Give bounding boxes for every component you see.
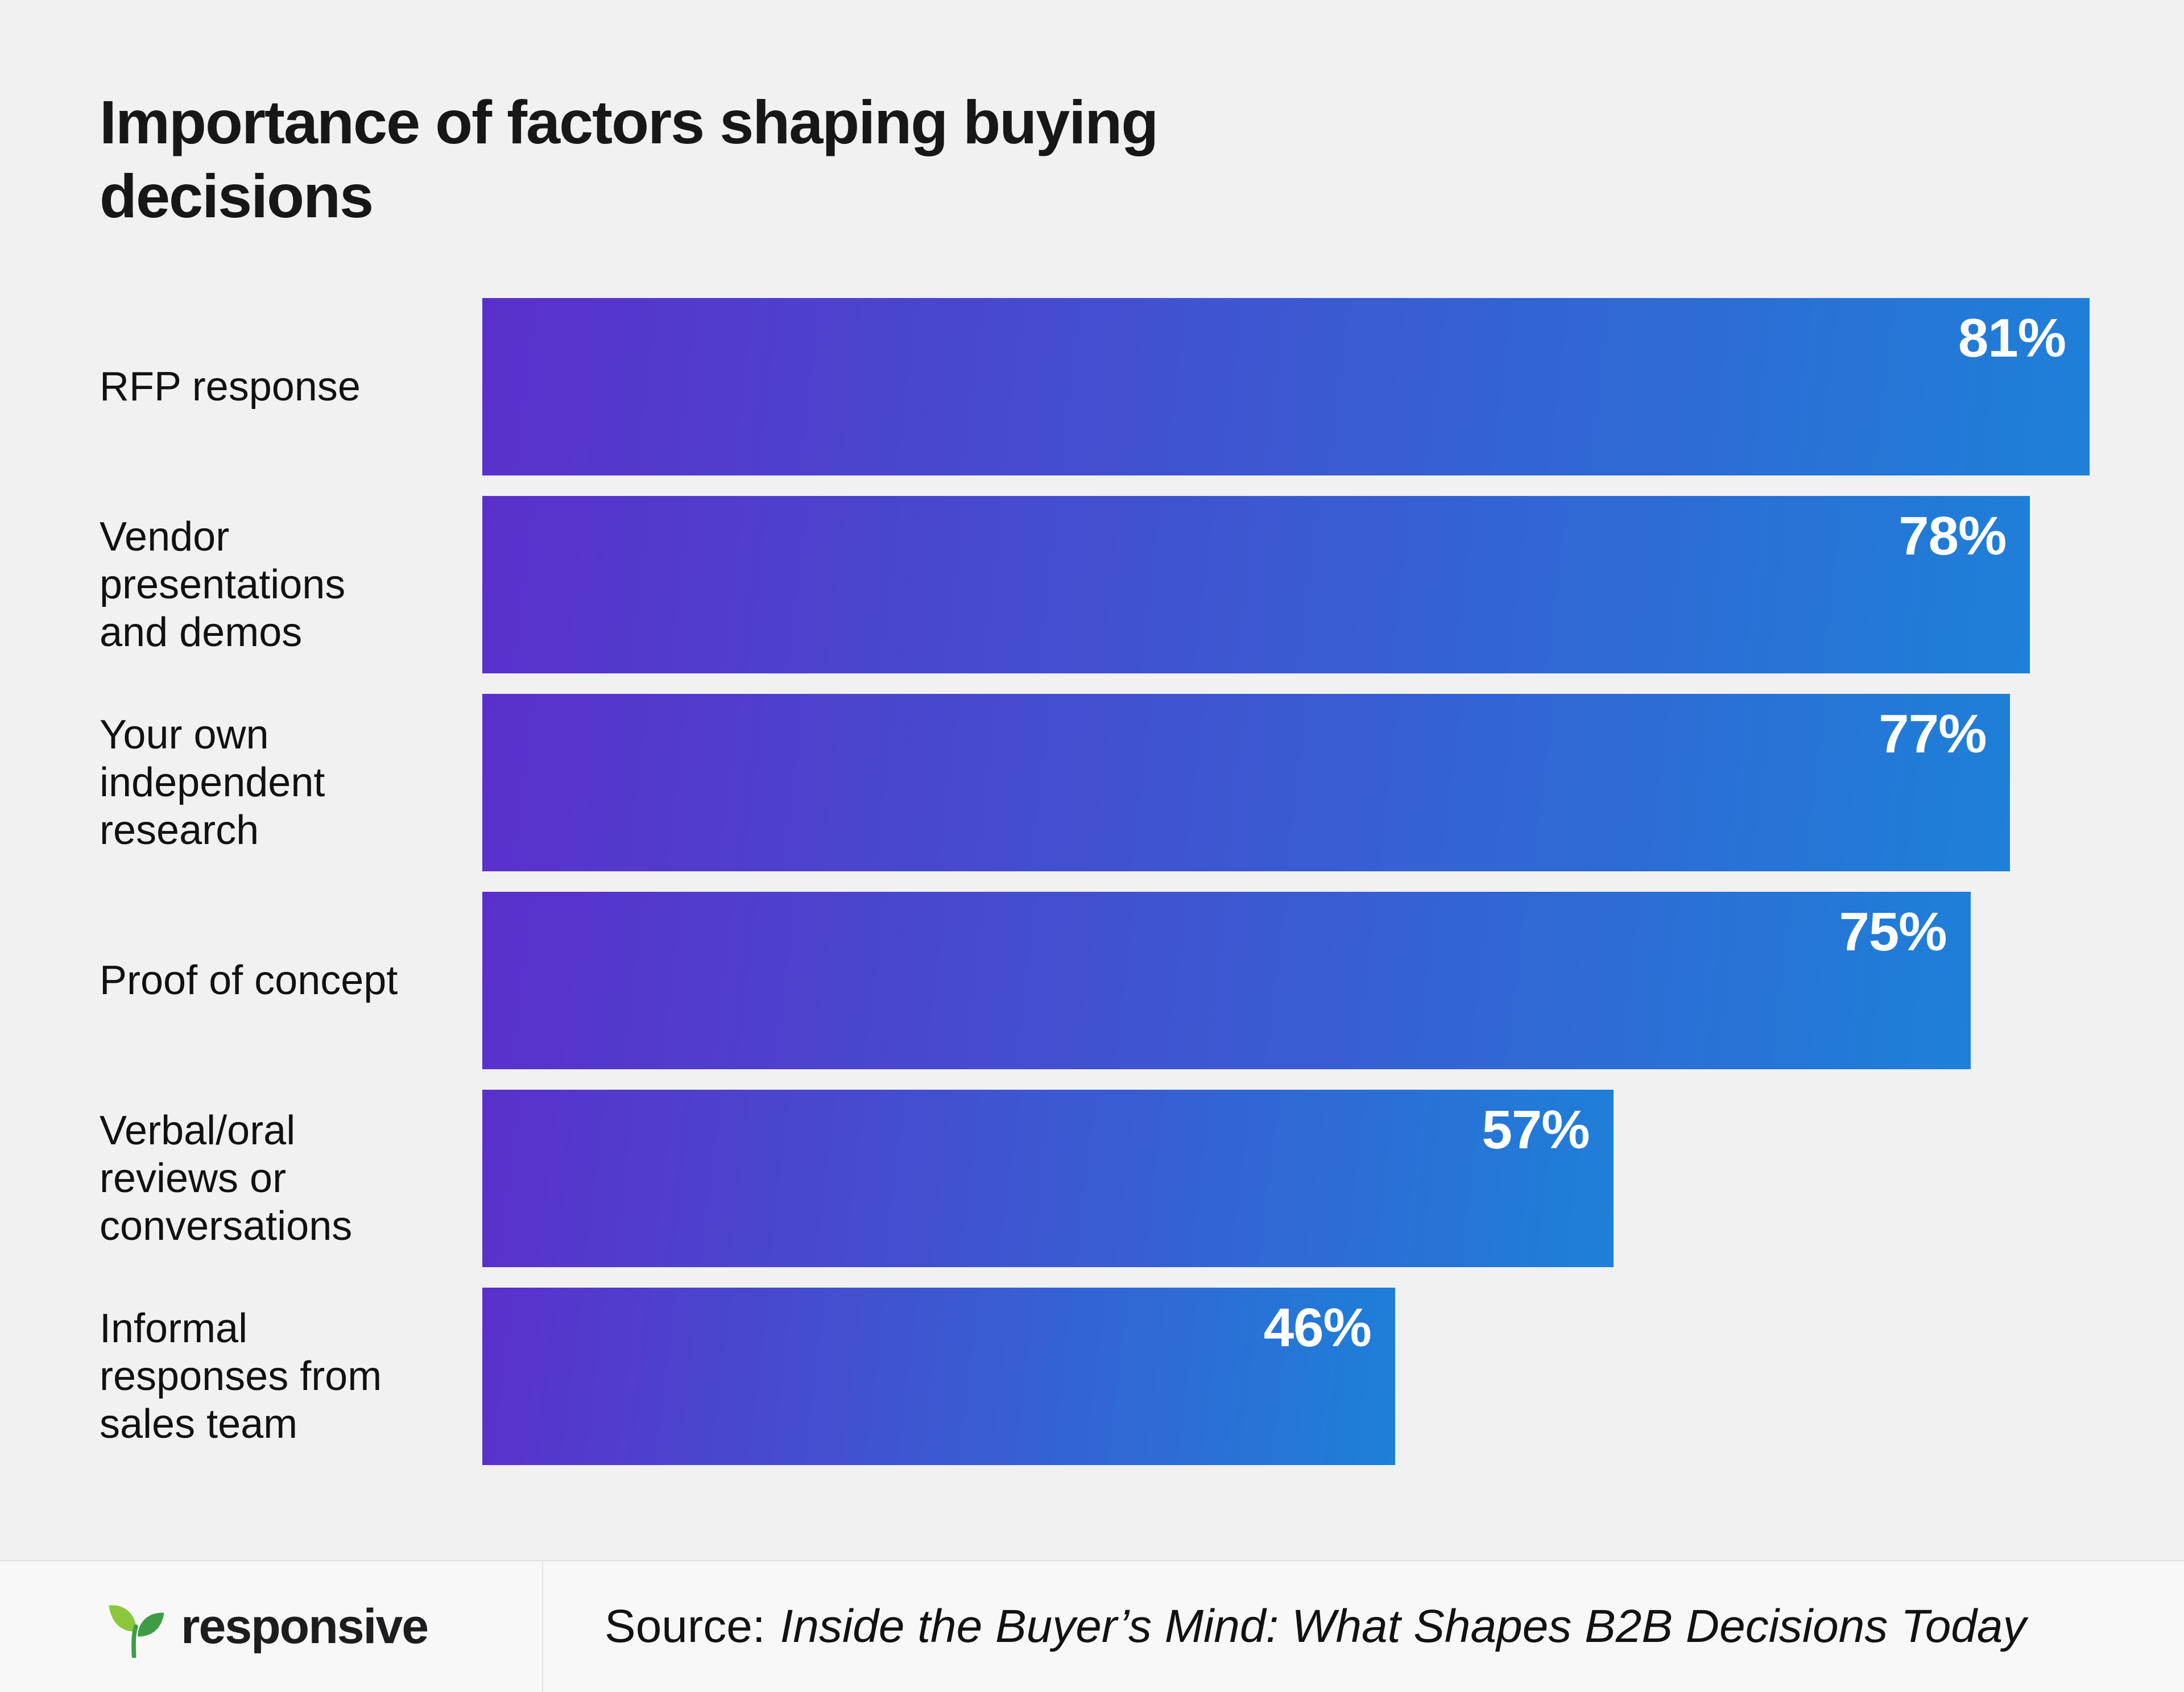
bar: 75%	[482, 892, 1971, 1070]
bar-category-label: Your own independent research	[100, 711, 325, 854]
leaf-sprout-icon	[102, 1592, 171, 1661]
bar-row: RFP response 81%	[100, 298, 2090, 476]
bar-row: Your own independent research 77%	[100, 694, 2090, 872]
bar-category-label: Informal responses from sales team	[100, 1305, 382, 1447]
bar: 78%	[482, 496, 2030, 674]
bar: 77%	[482, 694, 2011, 872]
bar-row: Vendor presentations and demos 78%	[100, 496, 2090, 674]
bar-track: 81%	[482, 298, 2090, 476]
bar: 57%	[482, 1090, 1614, 1268]
bar: 81%	[482, 298, 2090, 476]
bar-value-label: 81%	[1958, 308, 2066, 369]
bar-row: Proof of concept 75%	[100, 892, 2090, 1070]
bar-value-label: 75%	[1839, 901, 1947, 963]
bar-track: 78%	[482, 496, 2090, 674]
bar-category-label: Verbal/oral reviews or conversations	[100, 1107, 353, 1250]
chart-section: Importance of factors shaping buying dec…	[100, 88, 2090, 1466]
bar-track: 57%	[482, 1090, 2090, 1268]
brand-logo-text: responsive	[181, 1599, 429, 1654]
bar-value-label: 46%	[1263, 1297, 1372, 1359]
source-title: Inside the Buyer’s Mind: What Shapes B2B…	[780, 1600, 2026, 1652]
bar-row: Informal responses from sales team 46%	[100, 1288, 2090, 1466]
bar: 46%	[482, 1288, 1395, 1466]
bar-value-label: 57%	[1482, 1099, 1590, 1161]
bar-value-label: 78%	[1898, 506, 2007, 567]
footer: responsive Source: Inside the Buyer’s Mi…	[0, 1560, 2184, 1692]
brand-logo: responsive	[0, 1561, 543, 1692]
bar-category-label: Vendor presentations and demos	[100, 514, 346, 656]
bar-track: 75%	[482, 892, 2090, 1070]
source-label: Source:	[605, 1600, 766, 1652]
chart-title: Importance of factors shaping buying dec…	[100, 88, 1159, 230]
bar-value-label: 77%	[1879, 704, 1987, 765]
bar-chart: RFP response 81% Vendor presentations an…	[100, 298, 2090, 1466]
bar-track: 46%	[482, 1288, 2090, 1466]
bar-row: Verbal/oral reviews or conversations 57%	[100, 1090, 2090, 1268]
bar-category-label: Proof of concept	[100, 958, 398, 1004]
bar-track: 77%	[482, 694, 2090, 872]
source-attribution: Source: Inside the Buyer’s Mind: What Sh…	[543, 1561, 2184, 1692]
bar-category-label: RFP response	[100, 364, 361, 410]
